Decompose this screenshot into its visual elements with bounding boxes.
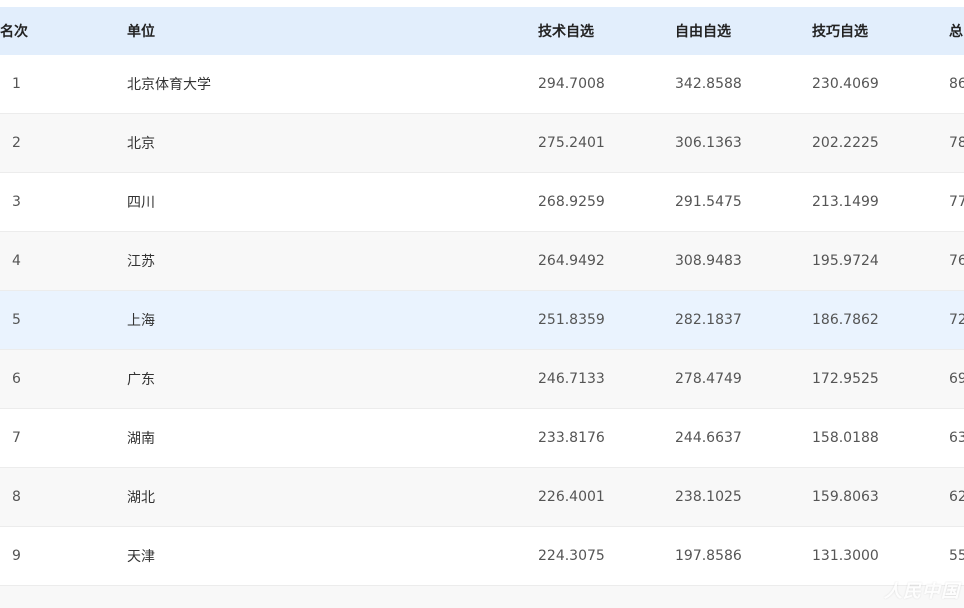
technical-score-cell: 233.8176 [538, 430, 605, 446]
rank-cell: 2 [12, 135, 21, 151]
free-score-cell: 282.1837 [675, 312, 742, 328]
technical-score-cell: 246.7133 [538, 371, 605, 387]
table-row[interactable]: 7 湖南 233.8176 244.6637 158.0188 63 [0, 409, 964, 468]
rank-cell: 5 [12, 312, 21, 328]
free-score-cell: 306.1363 [675, 135, 742, 151]
free-score-cell: 197.8586 [675, 548, 742, 564]
table-row[interactable]: 1 北京体育大学 294.7008 342.8588 230.4069 86 [0, 55, 964, 114]
technical-score-cell: 264.9492 [538, 253, 605, 269]
total-score-cell: 62 [949, 489, 964, 505]
rank-cell: 6 [12, 371, 21, 387]
technical-score-cell: 268.9259 [538, 194, 605, 210]
technical-score-cell: 275.2401 [538, 135, 605, 151]
watermark-text: 人民中国 [884, 581, 960, 602]
column-header-free[interactable]: 自由自选 [675, 24, 731, 40]
skill-score-cell: 158.0188 [812, 430, 879, 446]
free-score-cell: 278.4749 [675, 371, 742, 387]
total-score-cell: 69 [949, 371, 964, 387]
column-header-technical[interactable]: 技术自选 [538, 24, 594, 40]
total-score-cell: 76 [949, 253, 964, 269]
table-row[interactable]: 5 上海 251.8359 282.1837 186.7862 72 [0, 291, 964, 350]
unit-cell: 湖南 [127, 431, 155, 447]
free-score-cell: 342.8588 [675, 76, 742, 92]
free-score-cell: 308.9483 [675, 253, 742, 269]
total-score-cell: 78 [949, 135, 964, 151]
skill-score-cell: 186.7862 [812, 312, 879, 328]
unit-cell: 天津 [127, 549, 155, 565]
technical-score-cell: 224.3075 [538, 548, 605, 564]
unit-cell: 广东 [127, 372, 155, 388]
watermark-logo: 人民中国 [774, 581, 964, 603]
column-header-unit[interactable]: 单位 [127, 24, 155, 40]
total-score-cell: 77 [949, 194, 964, 210]
skill-score-cell: 159.8063 [812, 489, 879, 505]
skill-score-cell: 213.1499 [812, 194, 879, 210]
skill-score-cell: 172.9525 [812, 371, 879, 387]
column-header-total[interactable]: 总 [949, 24, 963, 40]
rank-cell: 8 [12, 489, 21, 505]
column-header-skill[interactable]: 技巧自选 [812, 24, 868, 40]
skill-score-cell: 230.4069 [812, 76, 879, 92]
rank-cell: 1 [12, 76, 21, 92]
total-score-cell: 55 [949, 548, 964, 564]
table-row[interactable]: 2 北京 275.2401 306.1363 202.2225 78 [0, 114, 964, 173]
total-score-cell: 72 [949, 312, 964, 328]
total-score-cell: 86 [949, 76, 964, 92]
total-score-cell: 63 [949, 430, 964, 446]
table-row[interactable]: 3 四川 268.9259 291.5475 213.1499 77 [0, 173, 964, 232]
rank-cell: 7 [12, 430, 21, 446]
technical-score-cell: 226.4001 [538, 489, 605, 505]
unit-cell: 北京 [127, 136, 155, 152]
table-row[interactable]: 4 江苏 264.9492 308.9483 195.9724 76 [0, 232, 964, 291]
unit-cell: 江苏 [127, 254, 155, 270]
skill-score-cell: 195.9724 [812, 253, 879, 269]
skill-score-cell: 131.3000 [812, 548, 879, 564]
technical-score-cell: 294.7008 [538, 76, 605, 92]
rank-cell: 4 [12, 253, 21, 269]
rank-cell: 9 [12, 548, 21, 564]
unit-cell: 湖北 [127, 490, 155, 506]
rank-cell: 3 [12, 194, 21, 210]
free-score-cell: 244.6637 [675, 430, 742, 446]
table-row[interactable]: 8 湖北 226.4001 238.1025 159.8063 62 [0, 468, 964, 527]
unit-cell: 四川 [127, 195, 155, 211]
unit-cell: 上海 [127, 313, 155, 329]
free-score-cell: 238.1025 [675, 489, 742, 505]
skill-score-cell: 202.2225 [812, 135, 879, 151]
table-row[interactable]: 9 天津 224.3075 197.8586 131.3000 55 [0, 527, 964, 586]
free-score-cell: 291.5475 [675, 194, 742, 210]
unit-cell: 北京体育大学 [127, 77, 211, 93]
table-header: 名次 单位 技术自选 自由自选 技巧自选 总 [0, 7, 964, 55]
table-row[interactable]: 6 广东 246.7133 278.4749 172.9525 69 [0, 350, 964, 409]
technical-score-cell: 251.8359 [538, 312, 605, 328]
column-header-rank[interactable]: 名次 [0, 24, 28, 40]
results-table: 名次 单位 技术自选 自由自选 技巧自选 总 1 北京体育大学 294.7008… [0, 7, 964, 608]
